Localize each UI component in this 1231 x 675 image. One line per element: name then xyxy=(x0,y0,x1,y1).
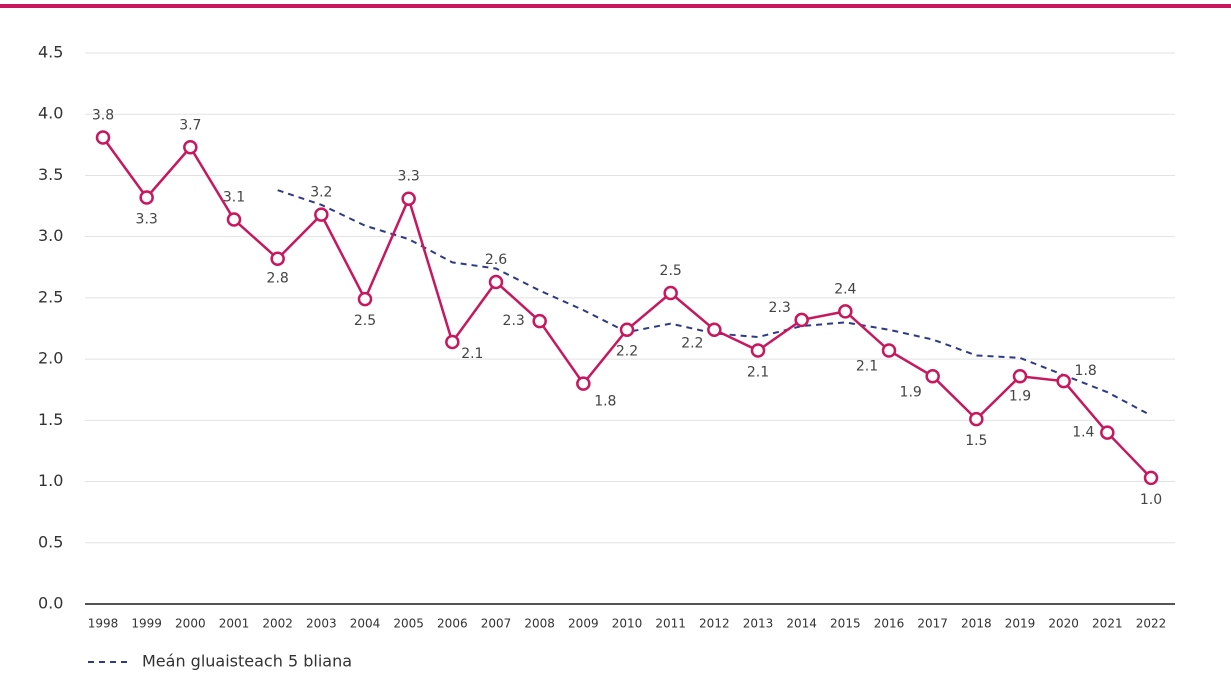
data-point xyxy=(794,312,809,328)
x-tick-label: 1999 xyxy=(131,617,162,631)
x-tick-label: 2021 xyxy=(1092,617,1123,631)
data-label: 2.1 xyxy=(461,346,483,362)
data-label: 2.6 xyxy=(485,252,507,268)
data-label: 1.9 xyxy=(1009,388,1031,404)
data-point xyxy=(1056,373,1071,389)
data-point xyxy=(881,343,897,358)
data-label: 3.2 xyxy=(310,185,332,201)
x-tick-label: 2000 xyxy=(175,617,206,631)
data-point xyxy=(95,130,111,145)
y-tick-label: 2.5 xyxy=(38,287,63,306)
x-tick-label: 2022 xyxy=(1136,617,1167,631)
data-label: 2.3 xyxy=(769,300,791,316)
data-point xyxy=(707,322,722,337)
data-label: 1.5 xyxy=(965,433,987,449)
data-point xyxy=(576,376,591,391)
x-tick-label: 2010 xyxy=(612,617,643,631)
data-label: 1.4 xyxy=(1072,425,1094,441)
y-tick-label: 1.0 xyxy=(38,471,63,490)
y-tick-label: 0.0 xyxy=(38,594,63,613)
data-label: 1.0 xyxy=(1140,492,1162,508)
data-label: 2.1 xyxy=(747,365,769,381)
data-label: 2.3 xyxy=(503,313,525,329)
data-point xyxy=(488,274,504,290)
x-tick-label: 2002 xyxy=(262,617,293,631)
data-label: 1.8 xyxy=(1075,363,1097,379)
x-tick-label: 2007 xyxy=(481,617,512,631)
data-point xyxy=(1012,369,1028,384)
series-line xyxy=(101,136,1152,479)
data-label: 3.3 xyxy=(398,169,420,185)
x-tick-label: 2012 xyxy=(699,617,730,631)
data-point xyxy=(619,322,635,337)
x-tick-label: 2009 xyxy=(568,617,599,631)
data-point xyxy=(357,291,373,307)
y-tick-label: 0.5 xyxy=(38,532,63,551)
x-tick-label: 2017 xyxy=(917,617,948,631)
data-point xyxy=(1143,470,1159,486)
data-point xyxy=(270,251,285,266)
data-point xyxy=(183,140,198,155)
data-label: 3.3 xyxy=(136,211,158,227)
y-tick-label: 3.5 xyxy=(38,165,63,184)
top-rule xyxy=(0,4,1231,8)
x-tick-label: 2019 xyxy=(1005,617,1036,631)
x-tick-label: 2013 xyxy=(743,617,774,631)
x-tick-label: 2004 xyxy=(350,617,381,631)
x-tick-label: 1998 xyxy=(88,617,119,631)
x-tick-label: 2008 xyxy=(524,617,555,631)
x-tick-label: 2003 xyxy=(306,617,337,631)
x-tick-label: 2014 xyxy=(786,617,817,631)
data-point xyxy=(314,207,329,222)
data-point xyxy=(663,285,678,301)
y-tick-label: 4.5 xyxy=(38,43,63,62)
x-tick-label: 2001 xyxy=(219,617,250,631)
data-point xyxy=(969,411,984,427)
data-label: 2.4 xyxy=(834,281,856,297)
data-point xyxy=(750,343,766,358)
y-tick-label: 2.0 xyxy=(38,349,63,368)
x-tick-label: 2016 xyxy=(874,617,905,631)
data-label: 2.2 xyxy=(616,344,638,360)
x-tick-label: 2018 xyxy=(961,617,992,631)
data-point xyxy=(139,190,154,205)
data-point xyxy=(226,212,242,227)
data-label: 1.9 xyxy=(900,384,922,400)
data-point xyxy=(445,334,460,350)
legend-label: Meán gluaisteach 5 bliana xyxy=(142,652,352,671)
data-label: 3.7 xyxy=(179,117,201,133)
data-point xyxy=(401,191,416,206)
data-point xyxy=(925,369,940,384)
y-tick-label: 3.0 xyxy=(38,226,63,245)
x-tick-label: 2020 xyxy=(1048,617,1079,631)
data-label: 3.8 xyxy=(92,107,114,123)
data-label: 3.1 xyxy=(223,190,245,206)
data-label: 2.2 xyxy=(681,336,703,352)
data-label: 1.8 xyxy=(594,394,616,410)
data-label: 2.1 xyxy=(856,359,878,375)
data-point xyxy=(838,304,853,319)
x-tick-label: 2006 xyxy=(437,617,468,631)
data-label: 2.5 xyxy=(354,313,376,329)
data-label: 2.8 xyxy=(267,271,289,287)
x-tick-label: 2015 xyxy=(830,617,861,631)
x-tick-label: 2011 xyxy=(655,617,686,631)
data-label: 2.5 xyxy=(660,263,682,279)
x-tick-label: 2005 xyxy=(393,617,424,631)
y-tick-label: 1.5 xyxy=(38,410,63,429)
data-point xyxy=(1100,425,1115,440)
y-tick-label: 4.0 xyxy=(38,104,63,123)
data-point xyxy=(532,313,547,329)
